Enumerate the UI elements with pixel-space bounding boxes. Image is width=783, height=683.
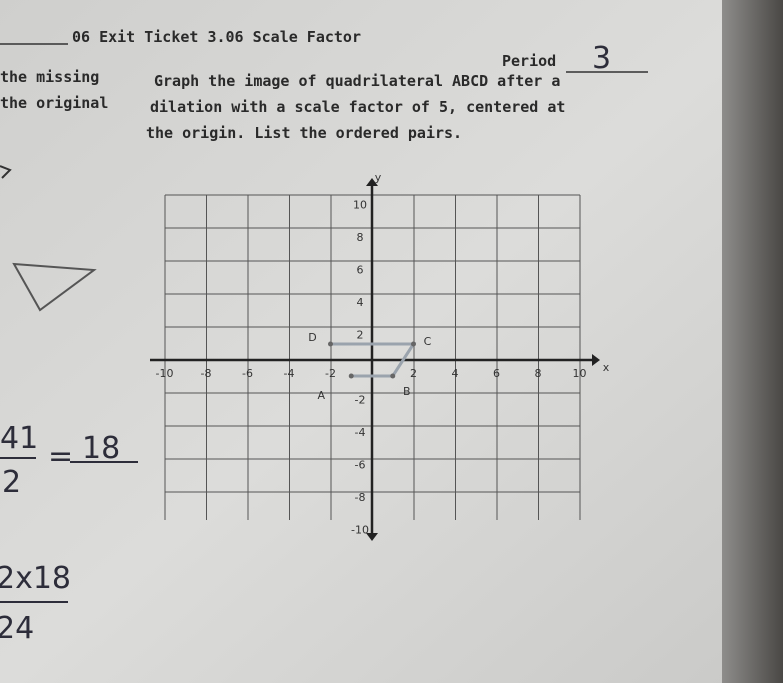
x-tick-label: -4: [284, 367, 295, 380]
margin-text: the original: [0, 94, 108, 112]
x-tick-label: 8: [535, 367, 542, 380]
y-tick-label: 10: [353, 199, 367, 212]
arrow: [592, 354, 600, 366]
y-tick-label: -8: [355, 491, 366, 504]
x-tick-label: -8: [201, 367, 212, 380]
margin-text: the missing: [0, 68, 99, 86]
vertex: [411, 341, 416, 347]
y-tick-label: -10: [351, 524, 369, 537]
x-tick-label: 4: [452, 367, 459, 380]
y-tick-label: -2: [355, 394, 366, 407]
axis-label: x: [603, 361, 610, 374]
period-value: 3: [592, 41, 611, 76]
vertex-label: D: [308, 331, 316, 344]
vertex: [328, 341, 333, 347]
x-tick-label: 6: [493, 367, 500, 380]
title: 06 Exit Ticket 3.06 Scale Factor: [72, 28, 361, 46]
hand-text: 24: [0, 611, 34, 646]
hand-text: 2x18: [0, 561, 71, 596]
quadrilateral: [330, 342, 417, 378]
instruction-line: Graph the image of quadrilateral ABCD af…: [154, 72, 560, 90]
y-tick-label: 2: [357, 329, 364, 342]
axis-label: y: [375, 171, 382, 184]
vertex-label: B: [403, 385, 411, 398]
x-tick-label: -10: [156, 367, 174, 380]
desk-edge: [722, 0, 783, 683]
vertex: [390, 373, 396, 379]
x-tick-label: -6: [242, 367, 253, 380]
hand-text: =: [48, 439, 73, 474]
vertex-label: A: [317, 389, 325, 402]
x-tick-label: 10: [573, 367, 587, 380]
y-tick-label: -6: [355, 459, 366, 472]
y-tick-label: -4: [355, 426, 366, 439]
coordinate-grid: x y -10 -8 -6 -4 -2 2 4 6 8 10 10 8 6 4 2 -2 -4 -6 -8 -10 D C A B: [150, 171, 610, 541]
hand-text: 2: [2, 465, 21, 500]
arrow: [366, 533, 378, 541]
y-tick-label: 6: [357, 264, 364, 277]
sketch: [0, 165, 12, 179]
y-tick-label: 8: [357, 231, 364, 244]
vertex: [348, 373, 354, 379]
hand-text: 41: [0, 421, 38, 456]
arrow: [366, 178, 378, 186]
instruction-line: dilation with a scale factor of 5, cente…: [150, 98, 565, 116]
sketch: [12, 262, 97, 312]
vertex-label: C: [424, 335, 432, 348]
instruction-line: the origin. List the ordered pairs.: [146, 124, 462, 142]
period-label: Period: [502, 52, 556, 70]
x-tick-label: -2: [325, 367, 336, 380]
x-tick-label: 2: [410, 367, 417, 380]
y-tick-label: 4: [357, 296, 364, 309]
hand-text: 18: [82, 431, 120, 466]
